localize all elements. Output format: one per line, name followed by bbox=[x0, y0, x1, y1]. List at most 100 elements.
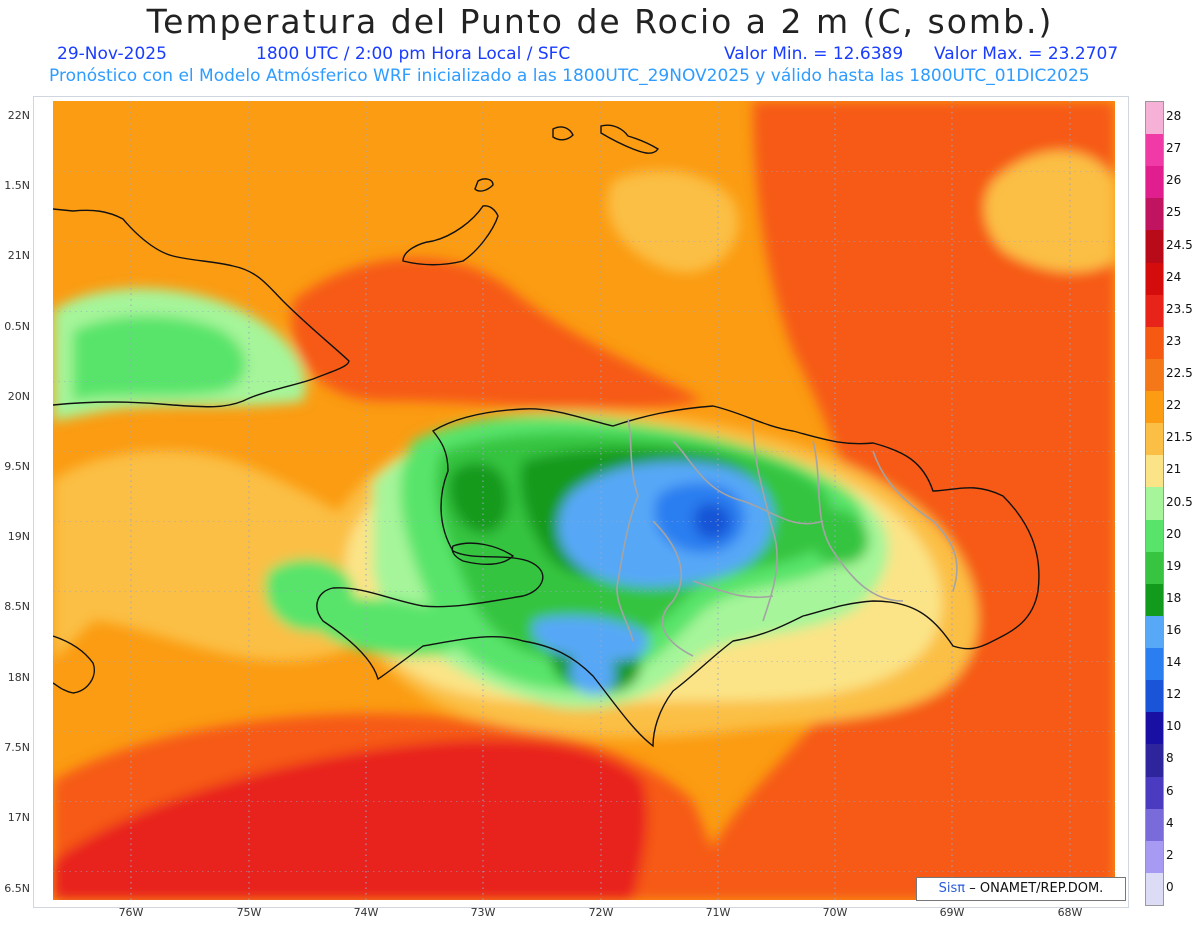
colorbar-label: 14 bbox=[1166, 655, 1182, 670]
lat-label: 19N bbox=[7, 530, 30, 543]
model-init-line: Pronóstico con el Modelo Atmósferico WRF… bbox=[49, 66, 1090, 86]
lon-label: 69W bbox=[939, 906, 965, 919]
colorbar-label: 23.5 bbox=[1166, 301, 1193, 316]
lon-label: 71W bbox=[705, 906, 731, 919]
colorbar-label: 10 bbox=[1166, 719, 1182, 734]
lon-label: 75W bbox=[236, 906, 262, 919]
province-line bbox=[872, 450, 958, 592]
bahamas-island bbox=[402, 205, 499, 266]
colorbar-label: 23 bbox=[1166, 333, 1182, 348]
colorbar-label: 18 bbox=[1166, 590, 1182, 605]
bahamas-island bbox=[600, 124, 660, 154]
colorbar-swatch bbox=[1146, 840, 1163, 874]
hispaniola-coastline bbox=[316, 405, 1040, 748]
colorbar-swatch bbox=[1146, 423, 1163, 456]
colorbar-swatch bbox=[1146, 712, 1163, 745]
lat-label: 6.5N bbox=[4, 882, 30, 895]
colorbar-swatch bbox=[1146, 872, 1163, 906]
colorbar-swatch bbox=[1146, 487, 1163, 521]
colorbar-label: 6 bbox=[1166, 783, 1174, 798]
colorbar-label: 27 bbox=[1166, 141, 1182, 156]
colorbar-swatch bbox=[1146, 166, 1163, 199]
colorbar-label: 25 bbox=[1166, 205, 1182, 220]
jamaica-coastline bbox=[53, 635, 95, 694]
lon-label: 70W bbox=[822, 906, 848, 919]
colorbar-swatch bbox=[1146, 102, 1163, 135]
coastlines bbox=[53, 124, 1040, 748]
bahamas-island bbox=[474, 178, 494, 192]
colorbar-swatch bbox=[1146, 776, 1163, 810]
province-borders bbox=[616, 418, 958, 657]
colorbar-swatch bbox=[1146, 583, 1163, 617]
colorbar-swatch bbox=[1146, 358, 1163, 392]
colorbar-label: 28 bbox=[1166, 109, 1182, 124]
colorbar-swatch bbox=[1146, 519, 1163, 553]
colorbar-label: 24.5 bbox=[1166, 237, 1193, 252]
lon-label: 74W bbox=[353, 906, 379, 919]
lat-label: 22N bbox=[7, 109, 30, 122]
lat-label: 1.5N bbox=[4, 179, 30, 192]
colorbar-swatch bbox=[1146, 455, 1163, 488]
forecast-date: 29-Nov-2025 bbox=[57, 44, 167, 64]
cuba-coastline bbox=[53, 208, 350, 408]
colorbar-swatch bbox=[1146, 134, 1163, 167]
colorbar-label: 21 bbox=[1166, 462, 1182, 477]
lat-label: 20N bbox=[7, 390, 30, 403]
colorbar-swatch bbox=[1146, 808, 1163, 842]
colorbar-label: 8 bbox=[1166, 751, 1174, 766]
colorbar-swatch bbox=[1146, 551, 1163, 585]
colorbar-label: 22.5 bbox=[1166, 366, 1193, 381]
colorbar bbox=[1145, 101, 1164, 906]
lat-label: 17N bbox=[7, 811, 30, 824]
colorbar-label: 26 bbox=[1166, 173, 1182, 188]
colorbar-swatch bbox=[1146, 230, 1163, 264]
lon-label: 76W bbox=[118, 906, 144, 919]
map-title: Temperatura del Punto de Rocio a 2 m (C,… bbox=[146, 2, 1054, 41]
lat-label: 9.5N bbox=[4, 460, 30, 473]
province-line bbox=[692, 580, 774, 599]
colorbar-label: 16 bbox=[1166, 622, 1182, 637]
colorbar-swatch bbox=[1146, 326, 1163, 360]
lat-label: 18N bbox=[7, 671, 30, 684]
colorbar-label: 19 bbox=[1166, 558, 1182, 573]
lat-label: 21N bbox=[7, 249, 30, 262]
colorbar-label: 0 bbox=[1166, 879, 1174, 894]
turks-caicos-island bbox=[552, 126, 574, 141]
dewpoint-map bbox=[53, 101, 1115, 900]
lat-label: 0.5N bbox=[4, 320, 30, 333]
colorbar-label: 22 bbox=[1166, 398, 1182, 413]
colorbar-label: 2 bbox=[1166, 847, 1174, 862]
lat-label: 7.5N bbox=[4, 741, 30, 754]
map-grid bbox=[53, 116, 1115, 900]
colorbar-label: 20.5 bbox=[1166, 494, 1193, 509]
colorbar-swatch bbox=[1146, 744, 1163, 777]
forecast-time: 1800 UTC / 2:00 pm Hora Local / SFC bbox=[256, 44, 571, 64]
province-line bbox=[672, 440, 824, 525]
colorbar-label: 12 bbox=[1166, 687, 1182, 702]
province-line bbox=[812, 440, 904, 602]
colorbar-swatch bbox=[1146, 262, 1163, 296]
credit-box: Sisπ – ONAMET/REP.DOM. bbox=[916, 877, 1126, 901]
lon-label: 72W bbox=[588, 906, 614, 919]
colorbar-label: 24 bbox=[1166, 269, 1182, 284]
lon-label: 73W bbox=[470, 906, 496, 919]
colorbar-label: 20 bbox=[1166, 526, 1182, 541]
colorbar-label: 21.5 bbox=[1166, 430, 1193, 445]
colorbar-swatch bbox=[1146, 391, 1163, 424]
colorbar-swatch bbox=[1146, 198, 1163, 231]
grid-meridians bbox=[130, 101, 1071, 900]
gonave-island bbox=[451, 542, 515, 565]
lon-label: 68W bbox=[1057, 906, 1083, 919]
colorbar-label: 4 bbox=[1166, 815, 1174, 830]
credit-text: – ONAMET/REP.DOM. bbox=[969, 881, 1104, 896]
province-line bbox=[752, 420, 778, 622]
colorbar-swatch bbox=[1146, 680, 1163, 713]
colorbar-swatch bbox=[1146, 294, 1163, 328]
sispi-logo: Sisπ bbox=[938, 881, 966, 896]
colorbar-swatch bbox=[1146, 615, 1163, 649]
max-value: Valor Max. = 23.2707 bbox=[934, 44, 1119, 64]
lat-label: 8.5N bbox=[4, 600, 30, 613]
min-value: Valor Min. = 12.6389 bbox=[724, 44, 904, 64]
colorbar-swatch bbox=[1146, 648, 1163, 681]
haiti-dr-border bbox=[616, 418, 639, 642]
